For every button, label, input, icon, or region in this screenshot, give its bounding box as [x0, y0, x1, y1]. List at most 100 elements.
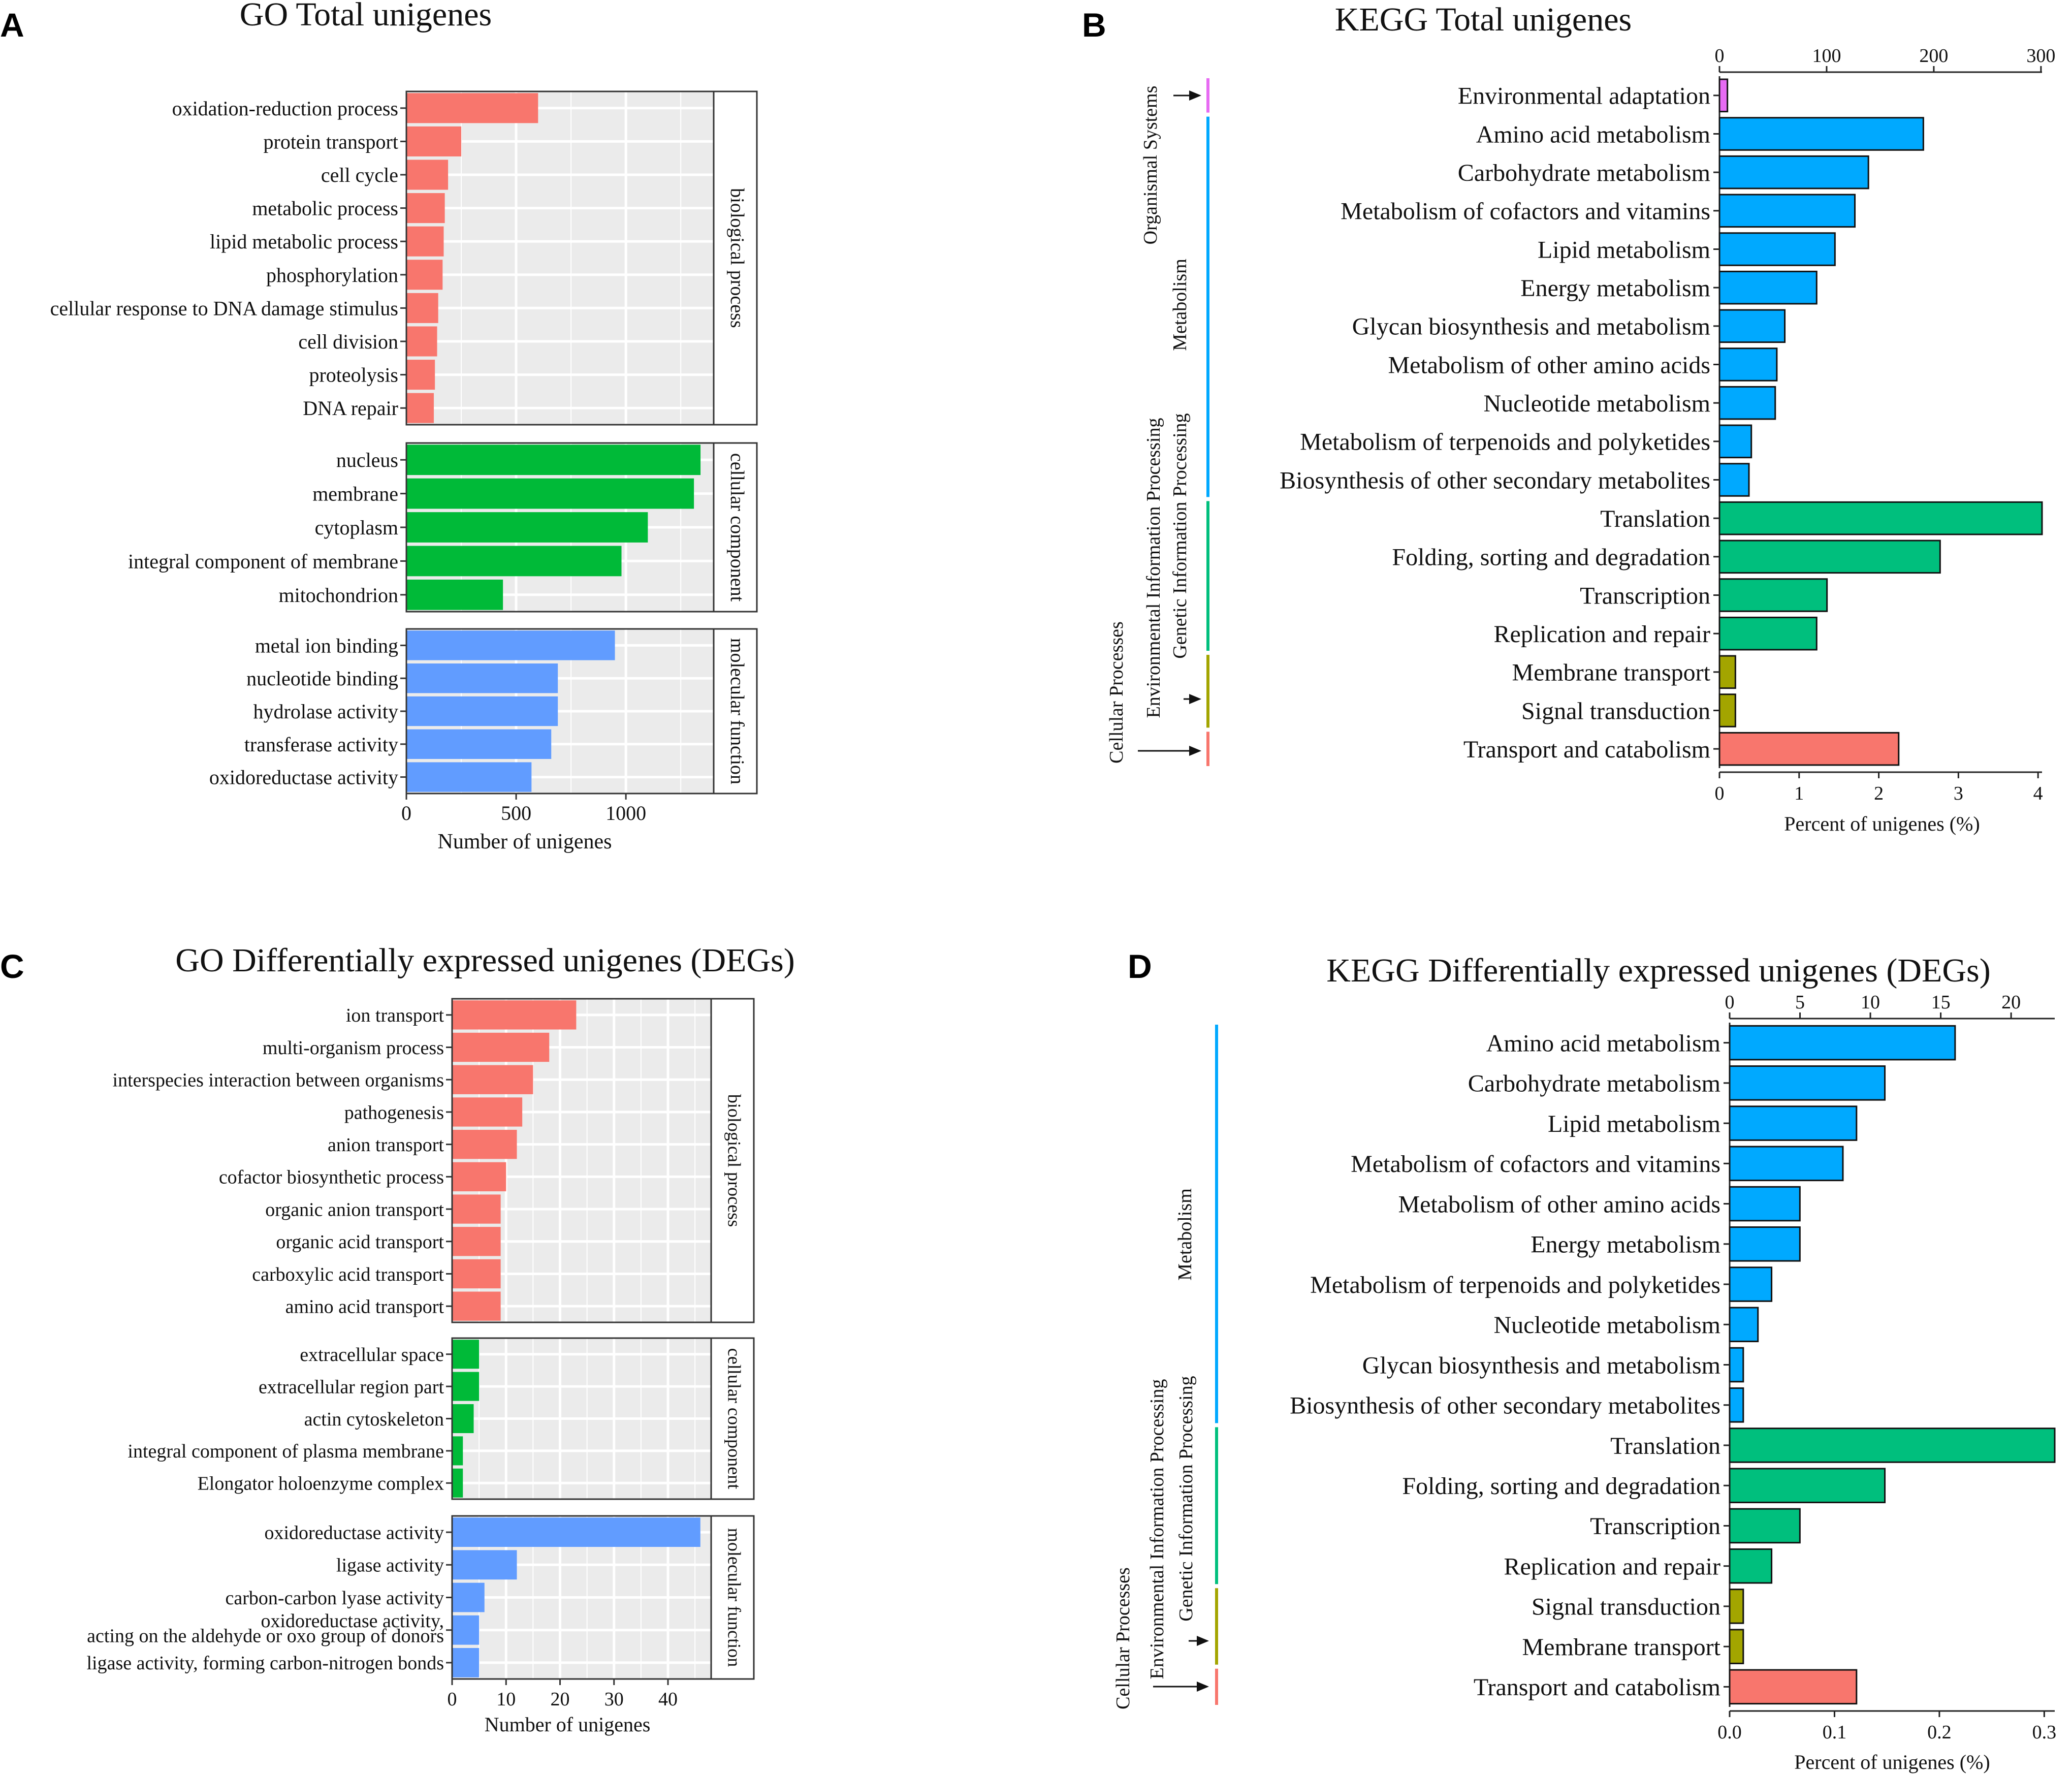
group-label-organismal-systems: Organismal Systems — [1140, 86, 1161, 245]
arrow-head — [1189, 90, 1201, 101]
bar-organic-acid-transport — [452, 1227, 501, 1256]
y-tick-label: Elongator holoenzyme complex — [198, 1473, 444, 1495]
y-tick-label: Glycan biosynthesis and metabolism — [1362, 1352, 1720, 1379]
biological-process-strip — [713, 90, 758, 426]
bar-transcription — [1729, 1508, 1801, 1544]
group-label-environmental-information-processing: Environmental Information Processing — [1143, 418, 1164, 718]
biological-process-strip-label: biological process — [726, 188, 748, 328]
bar-cytoplasm — [406, 512, 648, 543]
x-tick-label: 10 — [496, 1689, 516, 1710]
panel-b-letter: B — [1082, 6, 1106, 44]
bar-cellular-response-to-dna-damage-stimulus — [406, 293, 438, 323]
bar-replication-and-repair — [1729, 1548, 1773, 1584]
bar-translation — [1718, 501, 2043, 535]
bar-nucleotide-metabolism — [1718, 386, 1776, 420]
y-tick-label-line: acting on the aldehyde or oxo group of d… — [87, 1626, 444, 1647]
y-tick-label: oxidoreductase activity, acting on the al… — [87, 1610, 444, 1647]
y-tick-label: oxidoreductase activity — [209, 766, 398, 789]
y-tick-label: Metabolism of terpenoids and polyketides — [1300, 429, 1710, 456]
y-tick-label: Glycan biosynthesis and metabolism — [1352, 313, 1710, 340]
y-tick-label: Replication and repair — [1504, 1553, 1721, 1580]
bar-anion-transport — [452, 1129, 517, 1159]
bar-carbohydrate-metabolism — [1729, 1065, 1886, 1101]
x-top-tick-label: 5 — [1795, 992, 1805, 1013]
y-tick-label: Carbohydrate metabolism — [1458, 160, 1710, 186]
y-tick-label: Metabolism of other amino acids — [1388, 352, 1710, 378]
group-label-cellular-processes: Cellular Processes — [1112, 1567, 1134, 1709]
bar-proteolysis — [406, 360, 435, 390]
bar-glycan-biosynthesis-and-metabolism — [1718, 309, 1786, 343]
bar-interspecies-interaction-between-organisms — [452, 1065, 533, 1094]
panel-b-xlabel: Percent of unigenes (%) — [1784, 812, 1980, 835]
cellular-component-strip — [710, 1337, 755, 1500]
x-tick-label: 40 — [658, 1689, 678, 1710]
y-tick-label: mitochondrion — [278, 584, 398, 607]
molecular-function-strip-label: molecular function — [724, 1528, 745, 1667]
x-tick-label: 4 — [2033, 783, 2043, 804]
bar-oxidoreductase-activity — [406, 762, 532, 792]
y-tick-label: protein transport — [264, 130, 399, 153]
bar-integral-component-of-plasma-membrane — [452, 1436, 463, 1466]
bar-metabolism-of-other-amino-acids — [1729, 1186, 1801, 1222]
y-tick-label: anion transport — [328, 1134, 444, 1156]
y-tick-label: Metabolism of cofactors and vitamins — [1341, 198, 1710, 225]
bar-extracellular-space — [452, 1340, 480, 1369]
x-tick-label: 3 — [1954, 783, 1963, 804]
bar-translation — [1729, 1428, 2056, 1463]
cellular-component-strip — [713, 442, 758, 613]
y-tick-label: interspecies interaction between organis… — [113, 1070, 444, 1091]
y-tick-label: cofactor biosynthetic process — [219, 1167, 444, 1188]
bar-biosynthesis-of-other-secondary-metabolites — [1729, 1387, 1744, 1423]
bar-energy-metabolism — [1729, 1226, 1801, 1262]
y-tick-label: Membrane transport — [1512, 659, 1710, 686]
arrow-head — [1189, 746, 1201, 756]
group-label-cellular-processes: Cellular Processes — [1106, 621, 1127, 764]
y-tick-label: Lipid metabolism — [1538, 236, 1710, 263]
y-tick-label: Amino acid metabolism — [1476, 121, 1710, 148]
bar-replication-and-repair — [1718, 616, 1818, 651]
molecular-function-strip-label: molecular function — [726, 638, 748, 784]
y-tick-label: Replication and repair — [1494, 621, 1711, 648]
group-label-genetic-information-processing: Genetic Information Processing — [1175, 1376, 1197, 1621]
y-tick-label: lipid metabolic process — [210, 230, 398, 253]
y-tick-label: metabolic process — [252, 197, 398, 220]
bar-cell-division — [406, 326, 437, 357]
bar-protein-transport — [406, 126, 462, 156]
y-tick-label: Biosynthesis of other secondary metaboli… — [1290, 1392, 1720, 1419]
y-tick-label: extracellular region part — [259, 1376, 444, 1398]
arrow-head — [1189, 694, 1201, 704]
y-tick-label: Membrane transport — [1522, 1634, 1720, 1661]
y-tick-label: nucleotide binding — [246, 667, 398, 690]
bar-integral-component-of-membrane — [406, 546, 622, 577]
x-top-tick-label: 100 — [1812, 45, 1841, 67]
bar-ligase-activity-forming-carbon-nitrogen-bonds — [452, 1648, 480, 1677]
x-top-tick-label: 200 — [1919, 45, 1948, 67]
x-tick-label: 0.0 — [1717, 1722, 1742, 1743]
bar-metabolism-of-terpenoids-and-polyketides — [1729, 1266, 1773, 1302]
panel-d: D KEGG Differentially expressed unigenes… — [1112, 947, 2056, 1773]
bar-nucleus — [406, 445, 701, 476]
bar-metabolism-of-cofactors-and-vitamins — [1729, 1146, 1844, 1182]
panel-d-title: KEGG Differentially expressed unigenes (… — [1326, 952, 1990, 989]
bar-cell-cycle — [406, 160, 449, 190]
bar-actin-cytoskeleton — [452, 1404, 474, 1434]
y-tick-label: extracellular space — [300, 1344, 444, 1366]
y-tick-label: multi-organism process — [263, 1037, 444, 1059]
y-tick-label: nucleus — [336, 449, 398, 471]
x-tick-label: 1 — [1794, 783, 1804, 804]
y-tick-label: oxidoreductase activity — [265, 1522, 444, 1543]
y-tick-label: Environmental adaptation — [1458, 83, 1710, 110]
bar-metabolic-process — [406, 193, 445, 224]
y-tick-label: Signal transduction — [1532, 1594, 1720, 1621]
y-tick-label: carbon-carbon lyase activity — [226, 1588, 444, 1609]
panel-d-xlabel: Percent of unigenes (%) — [1794, 1751, 1990, 1773]
arrow-head — [1197, 1682, 1209, 1692]
y-tick-label: Translation — [1600, 505, 1710, 532]
bar-oxidoreductase-activity-acting-on-the-aldehyde-or-oxo-group-of-donors — [452, 1615, 480, 1645]
x-tick-label: 0.2 — [1927, 1722, 1952, 1743]
y-tick-label: Translation — [1610, 1433, 1720, 1460]
bar-carboxylic-acid-transport — [452, 1259, 501, 1289]
x-tick-label: 20 — [551, 1689, 570, 1710]
y-tick-label: Lipid metabolism — [1548, 1111, 1720, 1137]
y-tick-label: Folding, sorting and degradation — [1402, 1473, 1720, 1500]
